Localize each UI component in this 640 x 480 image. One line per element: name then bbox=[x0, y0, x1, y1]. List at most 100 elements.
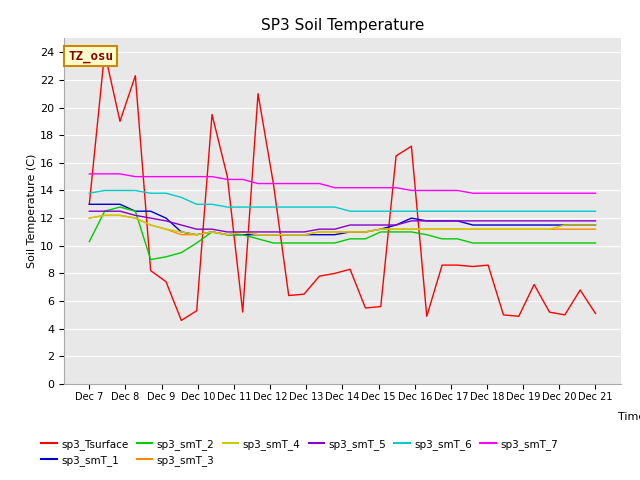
sp3_smT_2 bbox=[377, 229, 385, 235]
sp3_smT_1 bbox=[362, 229, 369, 235]
sp3_smT_7 bbox=[193, 174, 200, 180]
sp3_smT_4 bbox=[86, 215, 93, 221]
sp3_smT_6 bbox=[208, 202, 216, 207]
sp3_smT_4 bbox=[408, 226, 415, 232]
Line: sp3_smT_2: sp3_smT_2 bbox=[90, 207, 595, 260]
sp3_smT_7 bbox=[254, 180, 262, 186]
sp3_smT_1 bbox=[408, 215, 415, 221]
sp3_Tsurface bbox=[177, 318, 185, 324]
sp3_smT_4 bbox=[316, 229, 323, 235]
sp3_Tsurface bbox=[300, 291, 308, 297]
sp3_smT_2 bbox=[316, 240, 323, 246]
sp3_smT_6 bbox=[362, 208, 369, 214]
sp3_Tsurface bbox=[254, 91, 262, 96]
X-axis label: Time: Time bbox=[618, 412, 640, 421]
sp3_smT_6 bbox=[438, 208, 446, 214]
sp3_smT_1 bbox=[254, 232, 262, 238]
sp3_smT_3 bbox=[316, 229, 323, 235]
Y-axis label: Soil Temperature (C): Soil Temperature (C) bbox=[28, 154, 37, 268]
sp3_smT_5 bbox=[223, 229, 231, 235]
sp3_smT_6 bbox=[500, 208, 508, 214]
sp3_smT_7 bbox=[454, 188, 461, 193]
sp3_smT_7 bbox=[346, 185, 354, 191]
sp3_Tsurface bbox=[576, 287, 584, 293]
sp3_smT_5 bbox=[101, 208, 109, 214]
sp3_Tsurface bbox=[438, 262, 446, 268]
Line: sp3_smT_6: sp3_smT_6 bbox=[90, 191, 595, 211]
sp3_smT_4 bbox=[576, 222, 584, 228]
sp3_smT_4 bbox=[208, 229, 216, 235]
sp3_smT_6 bbox=[239, 204, 246, 210]
sp3_smT_5 bbox=[377, 222, 385, 228]
sp3_smT_4 bbox=[193, 232, 200, 238]
sp3_smT_1 bbox=[469, 222, 477, 228]
sp3_smT_3 bbox=[377, 226, 385, 232]
sp3_smT_7 bbox=[86, 171, 93, 177]
sp3_smT_2 bbox=[223, 232, 231, 238]
sp3_smT_2 bbox=[546, 240, 554, 246]
Line: sp3_smT_4: sp3_smT_4 bbox=[90, 216, 595, 235]
sp3_smT_2 bbox=[177, 250, 185, 255]
sp3_smT_7 bbox=[591, 191, 599, 196]
sp3_smT_7 bbox=[484, 191, 492, 196]
sp3_Tsurface bbox=[591, 311, 599, 316]
sp3_smT_4 bbox=[484, 226, 492, 232]
sp3_smT_7 bbox=[177, 174, 185, 180]
sp3_smT_5 bbox=[500, 218, 508, 224]
sp3_smT_1 bbox=[591, 222, 599, 228]
sp3_smT_3 bbox=[116, 213, 124, 218]
sp3_smT_5 bbox=[116, 208, 124, 214]
sp3_smT_7 bbox=[546, 191, 554, 196]
sp3_Tsurface bbox=[86, 202, 93, 207]
sp3_smT_5 bbox=[561, 218, 569, 224]
sp3_smT_1 bbox=[423, 218, 431, 224]
sp3_smT_5 bbox=[285, 229, 292, 235]
sp3_smT_1 bbox=[285, 232, 292, 238]
sp3_smT_6 bbox=[484, 208, 492, 214]
sp3_smT_4 bbox=[254, 232, 262, 238]
sp3_Tsurface bbox=[346, 266, 354, 272]
sp3_smT_6 bbox=[254, 204, 262, 210]
sp3_smT_6 bbox=[392, 208, 400, 214]
sp3_smT_2 bbox=[101, 208, 109, 214]
sp3_smT_3 bbox=[331, 229, 339, 235]
sp3_smT_4 bbox=[147, 222, 154, 228]
sp3_smT_2 bbox=[392, 229, 400, 235]
sp3_smT_6 bbox=[576, 208, 584, 214]
sp3_smT_6 bbox=[346, 208, 354, 214]
sp3_smT_6 bbox=[193, 202, 200, 207]
sp3_smT_4 bbox=[239, 229, 246, 235]
sp3_smT_6 bbox=[177, 194, 185, 200]
sp3_smT_7 bbox=[438, 188, 446, 193]
sp3_smT_3 bbox=[546, 226, 554, 232]
Line: sp3_smT_7: sp3_smT_7 bbox=[90, 174, 595, 193]
sp3_Tsurface bbox=[469, 264, 477, 269]
sp3_Tsurface bbox=[423, 313, 431, 319]
sp3_smT_5 bbox=[254, 229, 262, 235]
sp3_smT_6 bbox=[131, 188, 139, 193]
sp3_smT_3 bbox=[561, 226, 569, 232]
sp3_smT_3 bbox=[131, 215, 139, 221]
sp3_smT_4 bbox=[561, 222, 569, 228]
sp3_smT_1 bbox=[223, 232, 231, 238]
sp3_smT_3 bbox=[591, 226, 599, 232]
sp3_smT_2 bbox=[576, 240, 584, 246]
Line: sp3_smT_3: sp3_smT_3 bbox=[90, 216, 595, 235]
sp3_smT_5 bbox=[469, 218, 477, 224]
sp3_smT_3 bbox=[576, 226, 584, 232]
sp3_smT_3 bbox=[346, 229, 354, 235]
sp3_smT_7 bbox=[576, 191, 584, 196]
sp3_smT_4 bbox=[454, 226, 461, 232]
sp3_smT_5 bbox=[531, 218, 538, 224]
sp3_smT_4 bbox=[269, 232, 277, 238]
sp3_smT_3 bbox=[531, 226, 538, 232]
sp3_smT_4 bbox=[423, 226, 431, 232]
sp3_smT_4 bbox=[331, 229, 339, 235]
sp3_smT_1 bbox=[454, 218, 461, 224]
sp3_smT_2 bbox=[484, 240, 492, 246]
sp3_smT_6 bbox=[300, 204, 308, 210]
sp3_smT_6 bbox=[469, 208, 477, 214]
sp3_smT_2 bbox=[331, 240, 339, 246]
sp3_smT_6 bbox=[531, 208, 538, 214]
sp3_smT_5 bbox=[193, 226, 200, 232]
